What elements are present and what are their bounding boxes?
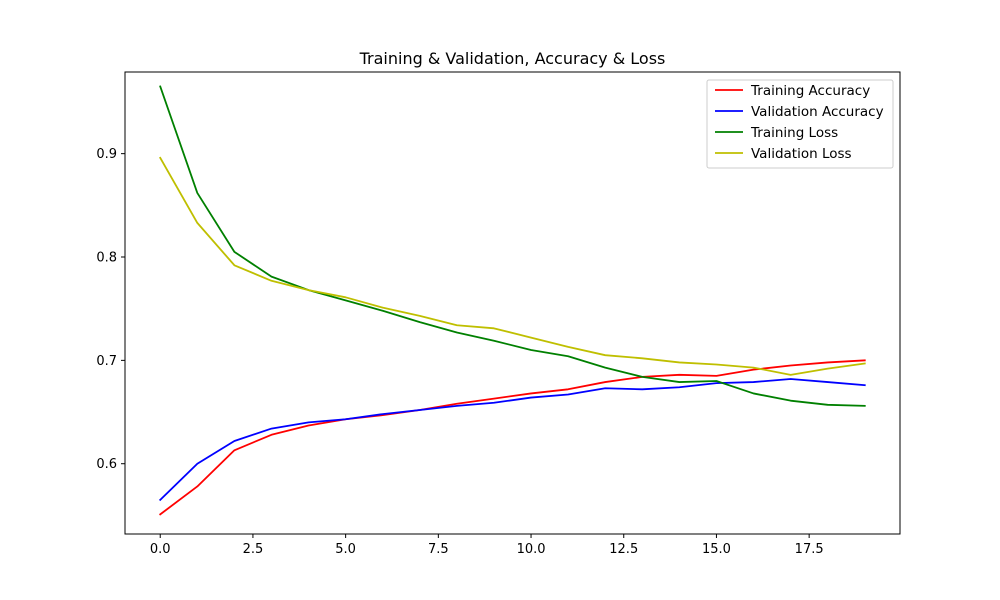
x-tick-label: 17.5: [795, 542, 824, 557]
series-line-1: [158, 378, 866, 502]
x-tick-label: 15.0: [702, 542, 731, 557]
x-axis: 0.0 2.5 5.0 7.5 10.0 12.5 15.0 17.5: [150, 534, 824, 557]
y-axis: 0.6 0.7 0.8 0.9: [96, 147, 125, 472]
x-tick-label: 7.5: [428, 542, 449, 557]
x-tick-label: 0.0: [150, 542, 171, 557]
x-tick-label: 10.0: [517, 542, 546, 557]
x-tick-label: 5.0: [335, 542, 356, 557]
x-tick-label: 2.5: [243, 542, 264, 557]
legend-label-3: Validation Loss: [751, 146, 852, 162]
legend: Training Accuracy Validation Accuracy Trai…: [706, 79, 894, 169]
legend-label-1: Validation Accuracy: [751, 104, 884, 120]
y-tick-label: 0.9: [96, 147, 117, 162]
series-line-2: [159, 85, 866, 407]
y-tick-label: 0.8: [96, 251, 117, 266]
series-line-0: [158, 359, 866, 516]
y-tick-label: 0.7: [96, 354, 117, 369]
legend-label-0: Training Accuracy: [750, 83, 870, 99]
legend-box: [706, 79, 894, 169]
series-line-3: [159, 156, 866, 376]
x-tick-label: 12.5: [609, 542, 638, 557]
series-layer: [158, 85, 866, 516]
chart-title: Training & Validation, Accuracy & Loss: [359, 49, 666, 68]
legend-label-2: Training Loss: [750, 125, 838, 141]
y-tick-label: 0.6: [96, 457, 117, 472]
plot-frame: [124, 71, 901, 535]
